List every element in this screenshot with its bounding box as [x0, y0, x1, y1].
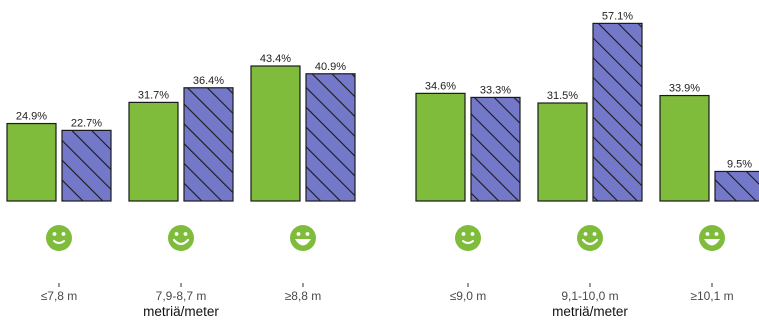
x-axis-label: metriä/meter — [552, 304, 628, 319]
data-label: 33.3% — [480, 84, 511, 96]
smile-small-icon — [455, 225, 481, 251]
smile-medium-icon — [168, 225, 194, 251]
chart-panel-2: 34.6% 33.3% ≤9,0 m 31.5% 57.1% 9,1-10,0 m 33.9… — [415, 10, 759, 319]
smile-medium-icon — [577, 225, 603, 251]
smile-big-icon — [699, 225, 725, 251]
data-label: 22.7% — [71, 117, 102, 129]
hatched-bar — [61, 129, 112, 202]
category-label: 9,1-10,0 m — [561, 289, 618, 303]
smile-big-icon — [290, 225, 316, 251]
bar-group: 24.9% 22.7% ≤7,8 m — [6, 111, 112, 303]
data-label: 33.9% — [669, 83, 700, 95]
solid-bar — [415, 92, 466, 202]
data-label: 31.7% — [138, 89, 169, 101]
data-label: 43.4% — [260, 53, 291, 65]
data-label: 40.9% — [315, 61, 346, 73]
bar-group: 33.9% 9.5% ≥10,1 m — [659, 83, 759, 303]
category-label: ≥10,1 m — [690, 289, 733, 303]
category-label: ≤9,0 m — [450, 289, 487, 303]
data-label: 57.1% — [602, 10, 633, 22]
hatched-bar — [714, 170, 759, 202]
data-label: 31.5% — [547, 90, 578, 102]
bar-group: 43.4% 40.9% ≥8,8 m — [250, 53, 356, 303]
category-label: ≤7,8 m — [41, 289, 78, 303]
category-label: 7,9-8,7 m — [156, 289, 207, 303]
data-label: 24.9% — [16, 111, 47, 123]
smile-small-icon — [46, 225, 72, 251]
bar-group: 31.5% 57.1% 9,1-10,0 m — [537, 10, 643, 303]
hatched-bar — [470, 96, 521, 202]
data-label: 36.4% — [193, 75, 224, 87]
bar-group: 31.7% 36.4% 7,9-8,7 m — [128, 75, 234, 303]
solid-bar — [659, 94, 710, 202]
hatched-bar — [305, 73, 356, 202]
hatched-bar — [183, 87, 234, 202]
data-label: 9.5% — [727, 158, 752, 170]
category-label: ≥8,8 m — [285, 289, 322, 303]
chart-panel-1: 24.9% 22.7% ≤7,8 m 31.7% 36.4% 7,9-8,7 m 43.4%… — [6, 53, 356, 319]
solid-bar — [128, 101, 179, 202]
solid-bar — [250, 65, 301, 202]
solid-bar — [537, 102, 588, 202]
hatched-bar — [592, 22, 643, 202]
data-label: 34.6% — [425, 80, 456, 92]
x-axis-label: metriä/meter — [143, 304, 219, 319]
solid-bar — [6, 122, 57, 202]
bar-group: 34.6% 33.3% ≤9,0 m — [415, 80, 521, 303]
